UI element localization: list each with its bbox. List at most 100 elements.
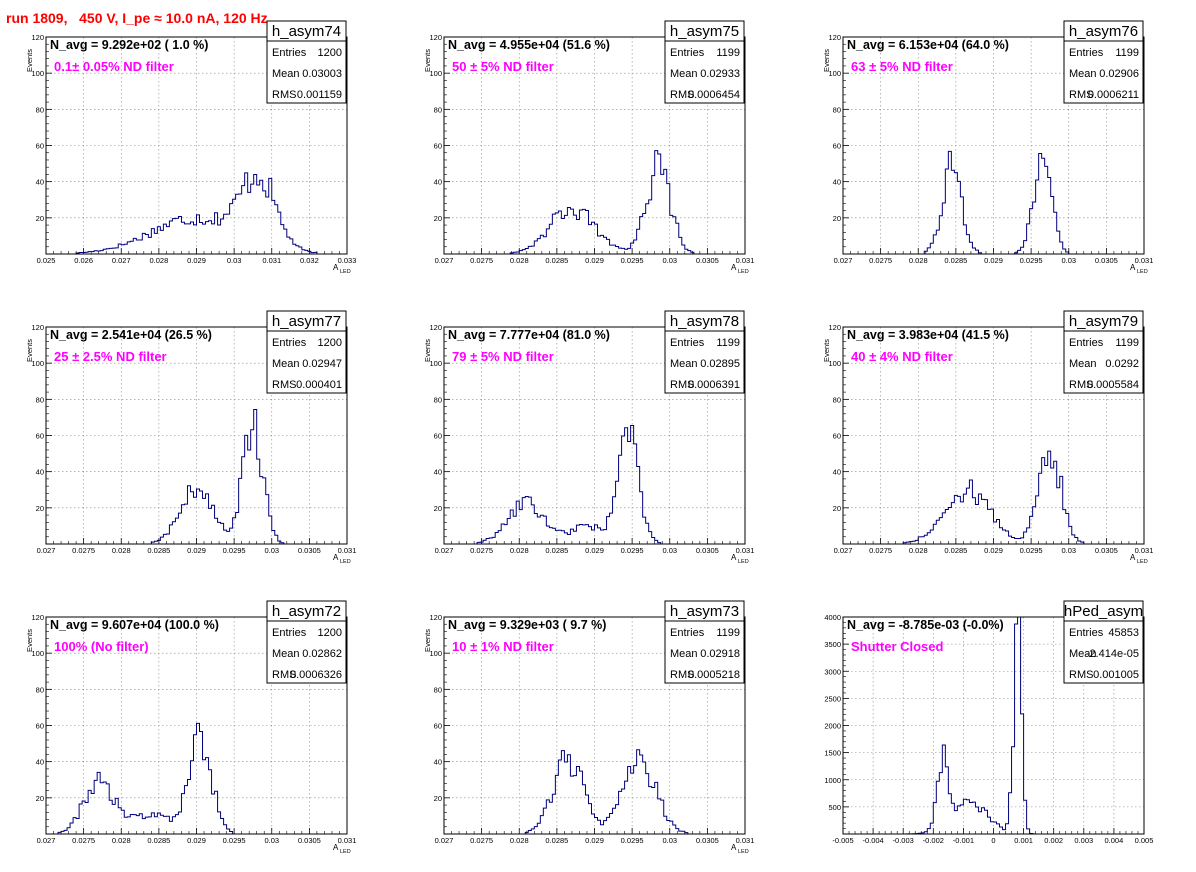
stats-box [1063, 330, 1144, 394]
x-tick-label: 0.0305 [298, 546, 321, 555]
y-tick-label: 40 [36, 758, 44, 767]
stats-label: RMS [1069, 669, 1093, 681]
x-tick-label: 0.03 [662, 836, 677, 845]
y-tick-label: 2500 [824, 694, 841, 703]
stats-box [266, 40, 347, 104]
stats-label: RMS [670, 669, 694, 681]
stats-value: 1200 [318, 627, 342, 639]
stats-value: 0.001005 [1093, 669, 1139, 681]
x-tick-label: 0.0295 [621, 836, 644, 845]
x-tick-label: 0.027 [834, 546, 853, 555]
x-tick-label: 0.028 [909, 546, 928, 555]
histogram-name: h_asym78 [670, 313, 739, 330]
stats-label: Mean [1069, 648, 1097, 660]
stats-value: 0.0006211 [1088, 89, 1139, 101]
x-tick-label: 0.03 [264, 836, 279, 845]
y-tick-label: 80 [36, 685, 44, 694]
x-tick-label: 0.027 [37, 546, 56, 555]
y-tick-label: 1500 [824, 749, 841, 758]
x-axis-title: A [333, 553, 339, 562]
x-tick-label: 0.03 [264, 546, 279, 555]
run-title: run 1809, 450 V, I_pe ≈ 10.0 nA, 120 Hz [6, 10, 268, 26]
y-tick-label: 100 [31, 359, 44, 368]
x-tick-label: -0.005 [832, 836, 853, 845]
stats-label: Mean [670, 358, 698, 370]
y-tick-label: 60 [36, 142, 44, 151]
stats-label: Entries [1069, 627, 1104, 639]
y-tick-label: 40 [434, 468, 442, 477]
stats-label: Entries [670, 337, 705, 349]
x-tick-label: 0.029 [585, 836, 604, 845]
x-tick-label: 0.025 [37, 256, 56, 265]
y-tick-label: 4000 [824, 613, 841, 622]
y-tick-label: 120 [429, 33, 442, 42]
x-axis-title: A [731, 553, 737, 562]
y-tick-label: 80 [434, 395, 442, 404]
x-tick-label: 0.0295 [1020, 256, 1043, 265]
x-tick-label: 0.03 [1061, 546, 1076, 555]
y-tick-label: 20 [36, 214, 44, 223]
x-tick-label: 0.029 [187, 256, 206, 265]
y-tick-label: 60 [833, 432, 841, 441]
x-tick-label: 0.029 [187, 546, 206, 555]
x-axis-title-subscript: LED [738, 849, 749, 855]
x-tick-label: 0.0275 [72, 546, 95, 555]
x-tick-label: 0.0305 [298, 836, 321, 845]
x-axis-title: A [333, 843, 339, 852]
histogram-outline [444, 150, 745, 255]
histogram-name: h_asym75 [670, 23, 739, 40]
y-tick-label: 100 [429, 359, 442, 368]
y-tick-label: 40 [36, 468, 44, 477]
histogram-name: h_asym77 [272, 313, 341, 330]
navg-label: N_avg = 2.541e+04 (26.5 %) [50, 328, 212, 342]
y-axis-title: Events [423, 629, 432, 652]
histogram-name: h_asym76 [1069, 23, 1138, 40]
stats-value: 45853 [1108, 627, 1139, 639]
x-tick-label: 0.029 [585, 256, 604, 265]
y-tick-label: 20 [833, 214, 841, 223]
x-tick-label: 0.028 [112, 836, 131, 845]
filter-label: 50 ± 5% ND filter [452, 59, 554, 74]
x-tick-label: 0 [991, 836, 995, 845]
x-tick-label: 0.0285 [545, 546, 568, 555]
x-tick-label: 0.0285 [147, 546, 170, 555]
x-tick-label: 0.027 [112, 256, 131, 265]
x-tick-label: 0.031 [1135, 256, 1154, 265]
stats-value: 0.02933 [700, 68, 740, 80]
y-tick-label: 20 [434, 214, 442, 223]
filter-label: 10 ± 1% ND filter [452, 639, 554, 654]
x-tick-label: 0.031 [262, 256, 281, 265]
x-tick-label: 0.0295 [223, 836, 246, 845]
x-tick-label: 0.0285 [944, 546, 967, 555]
y-axis-title: Events [822, 49, 831, 72]
stats-value: 0.000401 [296, 379, 342, 391]
x-axis-title-subscript: LED [340, 559, 351, 565]
x-tick-label: 0.031 [338, 546, 357, 555]
y-tick-label: 3500 [824, 640, 841, 649]
x-tick-label: 0.027 [834, 256, 853, 265]
x-tick-label: 0.005 [1135, 836, 1154, 845]
filter-label: 40 ± 4% ND filter [851, 349, 953, 364]
stats-value: 1199 [1115, 337, 1139, 349]
filter-label: 79 ± 5% ND filter [452, 349, 554, 364]
x-tick-label: 0.031 [736, 256, 755, 265]
x-tick-label: 0.03 [227, 256, 242, 265]
y-axis-title: Events [25, 339, 34, 362]
stats-label: RMS [1069, 379, 1093, 391]
x-tick-label: 0.029 [585, 546, 604, 555]
stats-label: Mean [272, 648, 300, 660]
y-tick-label: 20 [434, 504, 442, 513]
stats-box [1063, 620, 1144, 684]
x-tick-label: 0.027 [435, 546, 454, 555]
x-tick-label: 0.0305 [696, 256, 719, 265]
stats-label: RMS [1069, 89, 1093, 101]
y-tick-label: 40 [833, 468, 841, 477]
x-tick-label: 0.0285 [545, 256, 568, 265]
y-tick-label: 60 [434, 142, 442, 151]
histogram-name: h_asym74 [272, 23, 341, 40]
y-tick-label: 80 [833, 105, 841, 114]
stats-value: 0.0005584 [1087, 379, 1139, 391]
stats-box [266, 620, 347, 684]
y-tick-label: 1000 [824, 776, 841, 785]
